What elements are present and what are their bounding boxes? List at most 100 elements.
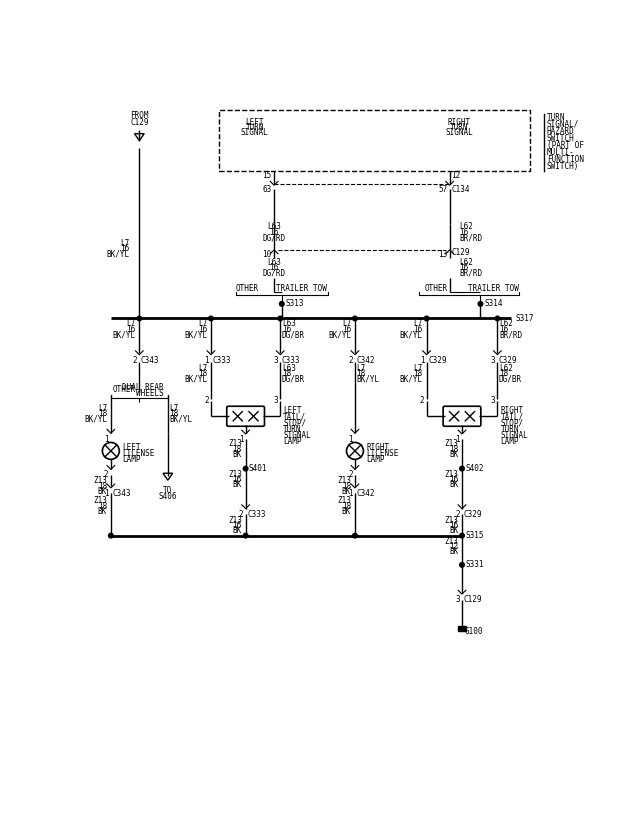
Text: 63: 63 xyxy=(262,185,272,194)
Text: LAMP: LAMP xyxy=(122,455,141,464)
Text: C329: C329 xyxy=(428,355,447,365)
Text: BK/YL: BK/YL xyxy=(106,249,129,258)
Circle shape xyxy=(353,316,357,321)
Text: L62: L62 xyxy=(459,222,473,231)
Text: 16: 16 xyxy=(449,475,458,484)
Text: C343: C343 xyxy=(113,489,131,498)
Text: C342: C342 xyxy=(356,489,375,498)
Text: DG/RD: DG/RD xyxy=(262,268,285,277)
Text: STOP/: STOP/ xyxy=(284,419,307,427)
Text: 16: 16 xyxy=(232,475,242,484)
Text: 2: 2 xyxy=(348,470,353,479)
Text: BK/YL: BK/YL xyxy=(356,375,380,384)
Text: 16: 16 xyxy=(120,244,129,253)
Text: L7: L7 xyxy=(198,364,207,373)
Text: DG/BR: DG/BR xyxy=(282,375,305,384)
Circle shape xyxy=(243,466,248,471)
Text: BK: BK xyxy=(342,507,351,516)
Text: Z13: Z13 xyxy=(228,439,242,448)
Text: TAIL/: TAIL/ xyxy=(500,412,524,422)
Text: BK/YL: BK/YL xyxy=(184,330,207,339)
Text: 2: 2 xyxy=(204,396,209,406)
Text: DUAL REAR: DUAL REAR xyxy=(122,383,164,392)
Text: 16: 16 xyxy=(342,325,351,334)
Text: 13: 13 xyxy=(438,250,447,259)
Text: 18: 18 xyxy=(499,370,508,379)
Text: 1: 1 xyxy=(104,489,109,498)
Text: Z13: Z13 xyxy=(228,469,242,478)
Text: C329: C329 xyxy=(463,510,482,519)
Text: C329: C329 xyxy=(499,355,518,365)
Text: LICENSE: LICENSE xyxy=(367,448,399,458)
Text: BK: BK xyxy=(449,450,458,459)
Circle shape xyxy=(495,316,500,321)
Circle shape xyxy=(280,302,284,306)
Text: TURN: TURN xyxy=(450,123,468,132)
Text: 1: 1 xyxy=(204,355,209,365)
Text: 1: 1 xyxy=(348,435,353,444)
Text: L62: L62 xyxy=(459,258,473,266)
Text: SIGNAL: SIGNAL xyxy=(241,128,269,137)
Text: C134: C134 xyxy=(451,185,470,194)
Text: BK: BK xyxy=(98,487,107,496)
Text: 3: 3 xyxy=(490,396,495,406)
Text: BK: BK xyxy=(232,450,242,459)
Text: TURN: TURN xyxy=(246,123,264,132)
Circle shape xyxy=(478,302,483,306)
Text: 16: 16 xyxy=(499,325,508,334)
Text: TURN: TURN xyxy=(547,113,565,122)
Text: Z13: Z13 xyxy=(444,469,458,478)
Text: 12: 12 xyxy=(449,542,458,551)
Text: L63: L63 xyxy=(267,258,281,266)
Text: C333: C333 xyxy=(247,510,266,519)
Text: 3: 3 xyxy=(273,396,278,406)
Text: 18: 18 xyxy=(98,502,107,511)
Circle shape xyxy=(109,533,113,538)
Text: BK: BK xyxy=(232,526,242,535)
Text: C343: C343 xyxy=(141,355,159,365)
Text: L7: L7 xyxy=(120,239,129,247)
Text: Z13: Z13 xyxy=(337,477,351,485)
Text: LEFT: LEFT xyxy=(122,442,141,452)
Text: 3: 3 xyxy=(273,355,278,365)
Text: L62: L62 xyxy=(499,364,513,373)
Text: 18: 18 xyxy=(342,502,351,511)
Circle shape xyxy=(460,562,464,567)
Text: LEFT: LEFT xyxy=(246,117,264,127)
Text: MULTI-: MULTI- xyxy=(547,147,575,157)
Text: S406: S406 xyxy=(159,492,177,501)
Text: 16: 16 xyxy=(413,325,422,334)
Text: BK/YL: BK/YL xyxy=(328,330,351,339)
Text: L62: L62 xyxy=(499,319,513,328)
Text: 18: 18 xyxy=(98,410,107,418)
Text: C129: C129 xyxy=(451,248,470,256)
Text: 16: 16 xyxy=(449,521,458,530)
Text: C333: C333 xyxy=(212,355,231,365)
Circle shape xyxy=(209,316,213,321)
Text: 2: 2 xyxy=(455,510,460,519)
Text: 15: 15 xyxy=(262,171,272,179)
Text: SIGNAL: SIGNAL xyxy=(284,431,311,440)
Text: TRAILER TOW: TRAILER TOW xyxy=(468,284,519,293)
Text: 3: 3 xyxy=(490,355,495,365)
Text: S317: S317 xyxy=(515,314,534,323)
Text: S331: S331 xyxy=(465,561,484,569)
Text: OTHER: OTHER xyxy=(113,385,136,394)
Text: L63: L63 xyxy=(282,319,296,328)
Text: 1: 1 xyxy=(239,435,243,444)
Text: 18: 18 xyxy=(282,370,291,379)
Text: G100: G100 xyxy=(465,628,484,636)
Text: L63: L63 xyxy=(267,222,281,231)
Text: 18: 18 xyxy=(356,370,365,379)
Circle shape xyxy=(278,316,283,321)
Text: C129: C129 xyxy=(463,595,482,604)
Text: L7: L7 xyxy=(198,319,207,328)
Text: L7: L7 xyxy=(342,319,351,328)
Text: 2: 2 xyxy=(239,510,243,519)
Text: 16: 16 xyxy=(232,521,242,530)
Text: 16: 16 xyxy=(282,325,291,334)
Text: 1: 1 xyxy=(348,489,353,498)
Text: BK: BK xyxy=(449,526,458,535)
Text: C333: C333 xyxy=(282,355,300,365)
Text: HAZARD: HAZARD xyxy=(547,127,575,136)
